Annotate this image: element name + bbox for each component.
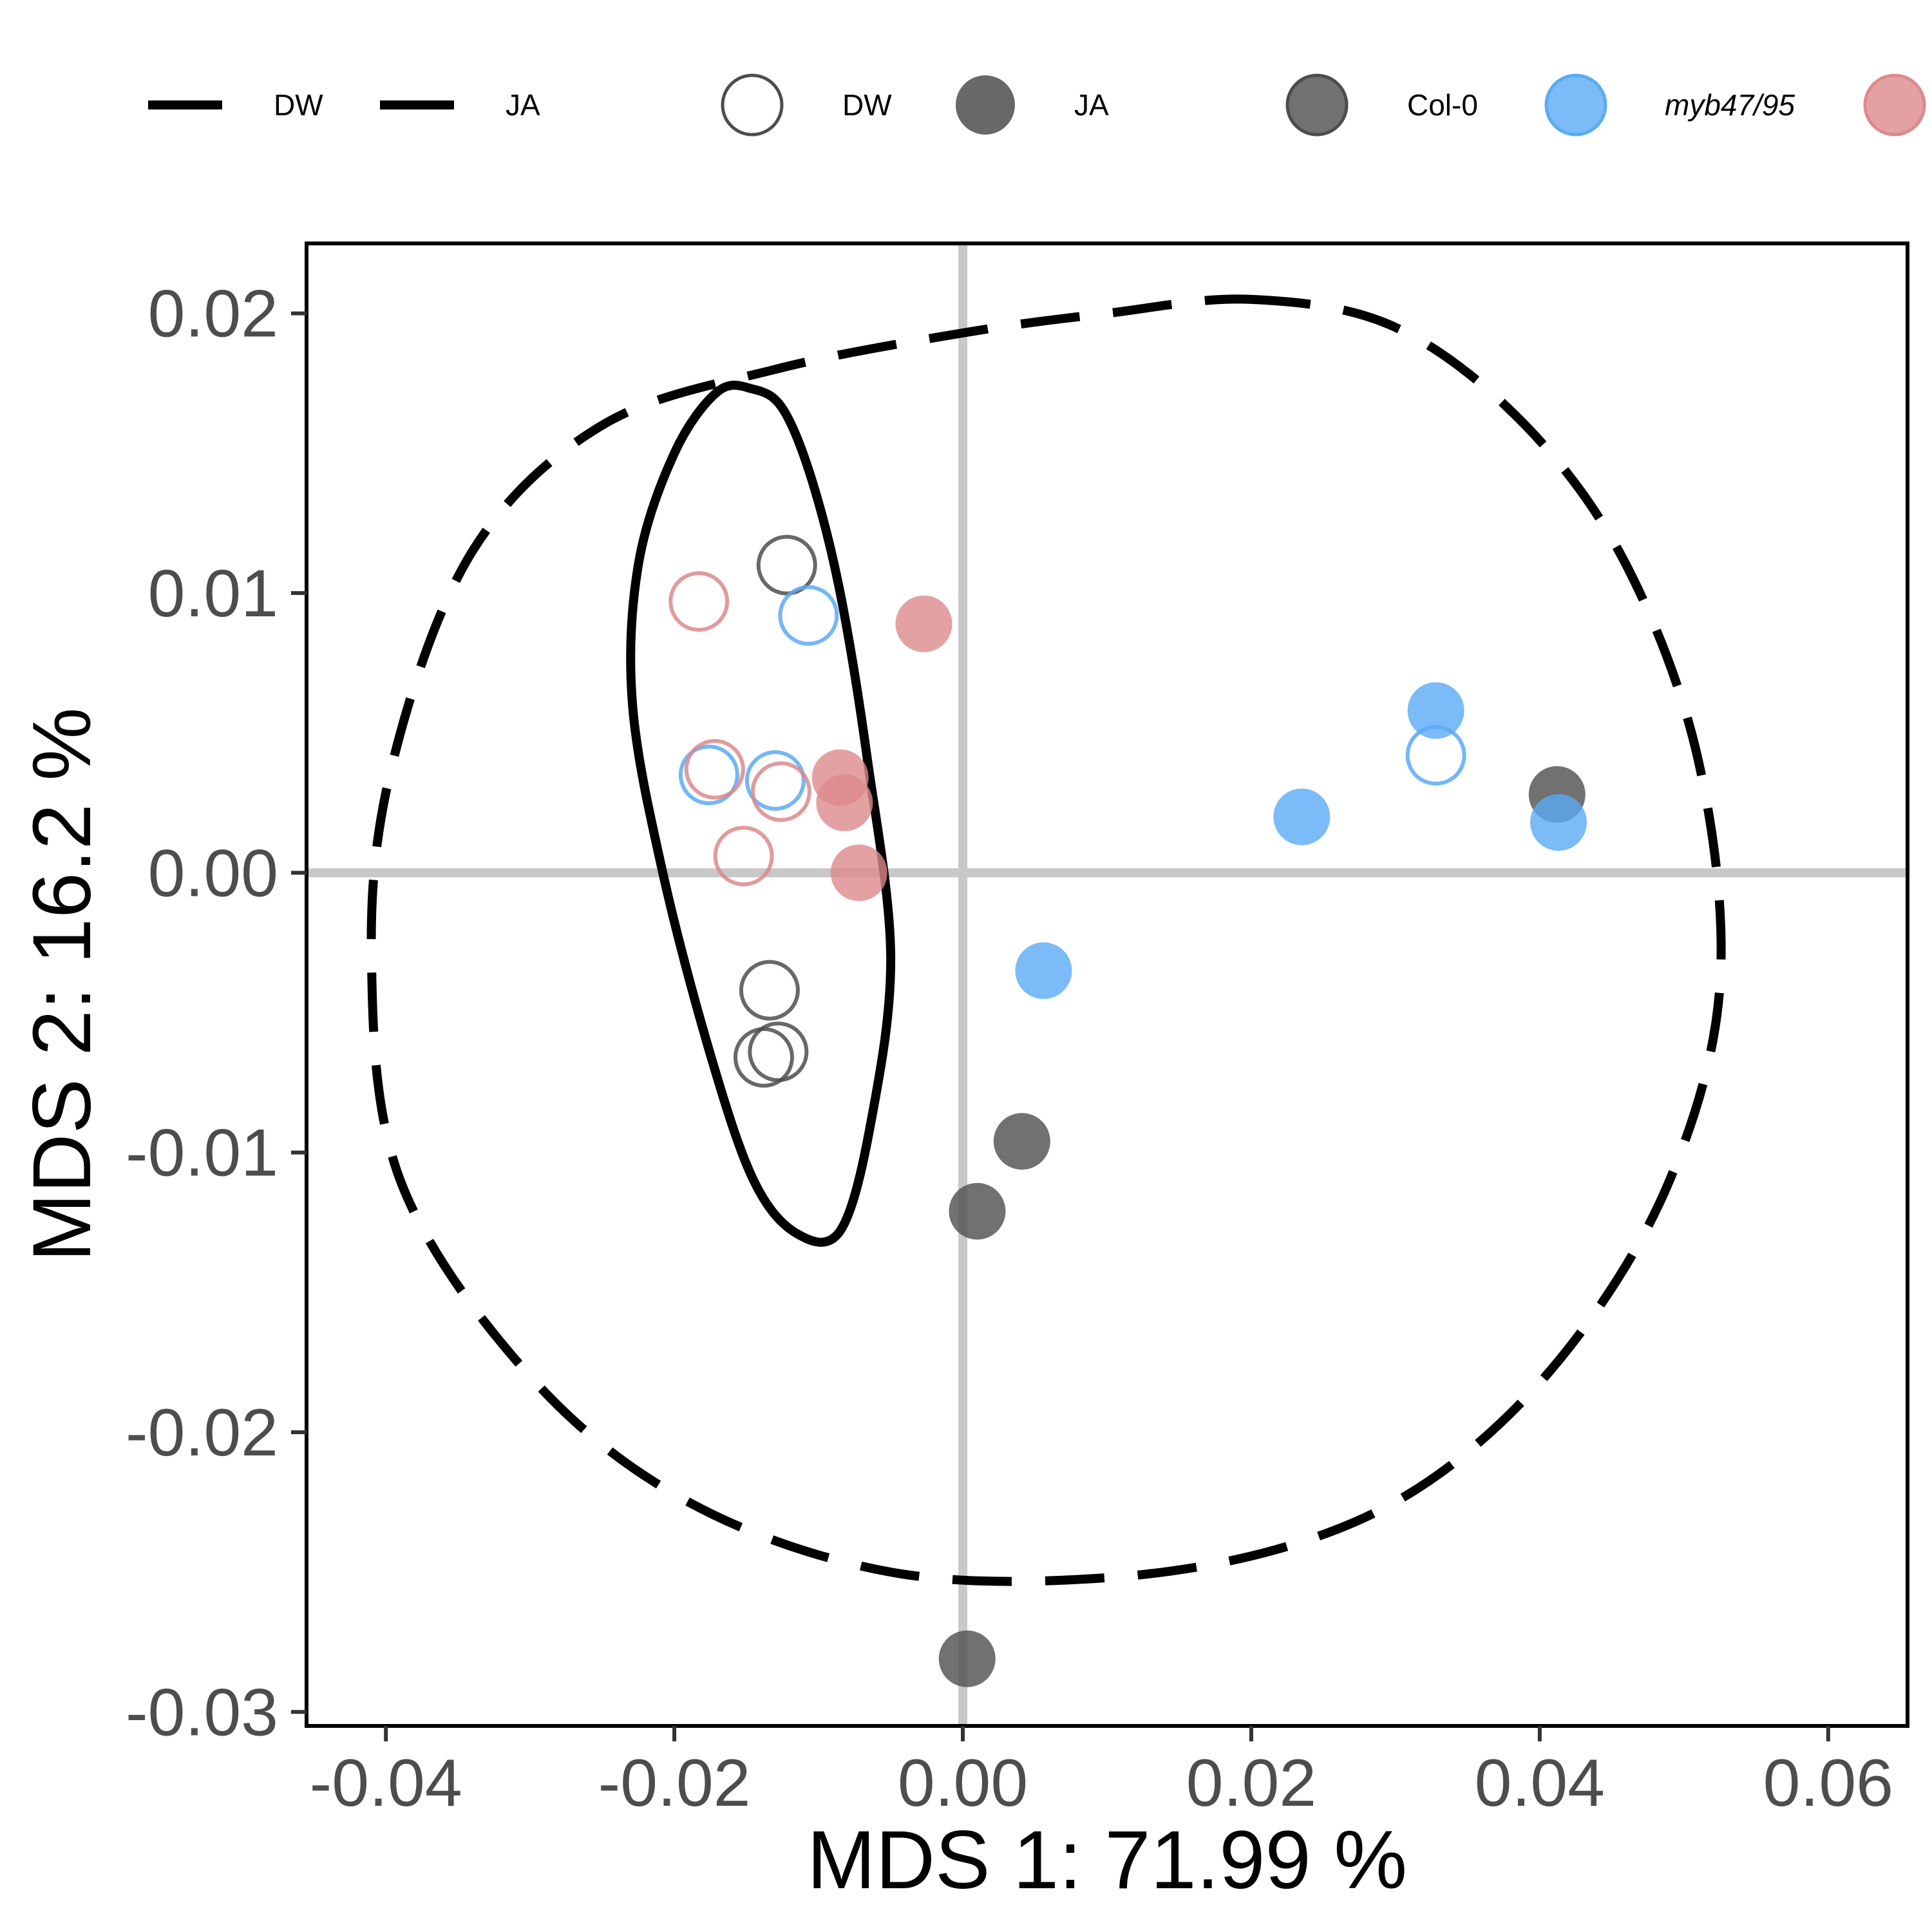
legend-label: myb47/95	[1665, 88, 1795, 122]
x-tick-label: -0.02	[598, 1746, 751, 1821]
y-tick-label: -0.02	[126, 1396, 278, 1470]
y-tick-label: -0.01	[126, 1116, 278, 1191]
point-myb47-95-ja	[1015, 942, 1072, 999]
point-myb47-95-ja	[1273, 788, 1331, 846]
legend-key-genotype-1	[1285, 73, 1349, 137]
legend-key-treatment-dw	[721, 73, 784, 137]
legend-key-treatment-ja	[956, 75, 1015, 135]
data-points	[668, 535, 1587, 1687]
point-third-ja	[816, 774, 873, 831]
point-third-dw	[750, 761, 811, 822]
x-tick-label: -0.04	[310, 1746, 462, 1821]
x-tick-label: 0.06	[1763, 1746, 1893, 1821]
ellipse-ja	[366, 294, 1726, 1586]
point-third-ja	[895, 595, 952, 652]
axes: -0.04 -0.02 0.00 0.02 0.04 0.06 -0.03 -0.02 -0.0…	[126, 277, 1893, 1821]
x-tick-label: 0.04	[1475, 1746, 1605, 1821]
legend-key-genotype-2	[1544, 73, 1607, 137]
point-myb47-95-dw	[678, 744, 739, 806]
point-col-0-ja	[993, 1113, 1050, 1170]
point-myb47-95-ja	[1530, 794, 1587, 851]
y-tick-label: 0.02	[148, 277, 278, 352]
point-col-0-ja	[949, 1182, 1006, 1240]
point-col-0-dw	[733, 1027, 794, 1088]
point-third-dw	[713, 826, 774, 887]
point-col-0-dw	[756, 535, 817, 596]
legend-label: DW	[274, 88, 323, 122]
legend-key-genotype-3	[1863, 73, 1926, 137]
x-axis-title: MDS 1: 71.99 %	[807, 1814, 1407, 1906]
legend-label: Col-0	[1407, 88, 1478, 122]
zero-lines	[307, 243, 1908, 1726]
point-myb47-95-ja	[1407, 682, 1464, 739]
x-tick-label: 0.02	[1186, 1746, 1316, 1821]
point-third-dw	[668, 571, 730, 632]
y-tick-label: 0.00	[148, 836, 278, 911]
point-third-ja	[830, 844, 887, 902]
y-tick-label: 0.01	[148, 556, 278, 631]
y-tick-label: -0.03	[126, 1675, 278, 1750]
point-myb47-95-dw	[744, 750, 806, 811]
legend-label: JA	[506, 88, 540, 122]
x-tick-label: 0.00	[898, 1746, 1028, 1821]
legend-label: DW	[842, 88, 892, 122]
point-col-0-ja	[938, 1630, 996, 1687]
legend: DW JA DW JA Col-0 myb47/95	[148, 73, 1926, 137]
y-axis-title: MDS 2: 16.2 %	[16, 708, 108, 1262]
point-third-dw	[684, 739, 745, 800]
point-myb47-95-dw	[778, 585, 839, 646]
point-col-0-dw	[739, 960, 800, 1021]
ellipses	[366, 294, 1726, 1586]
ellipse-dw	[626, 381, 896, 1247]
plot-panel-border	[305, 242, 1909, 1728]
legend-label: JA	[1074, 88, 1109, 122]
